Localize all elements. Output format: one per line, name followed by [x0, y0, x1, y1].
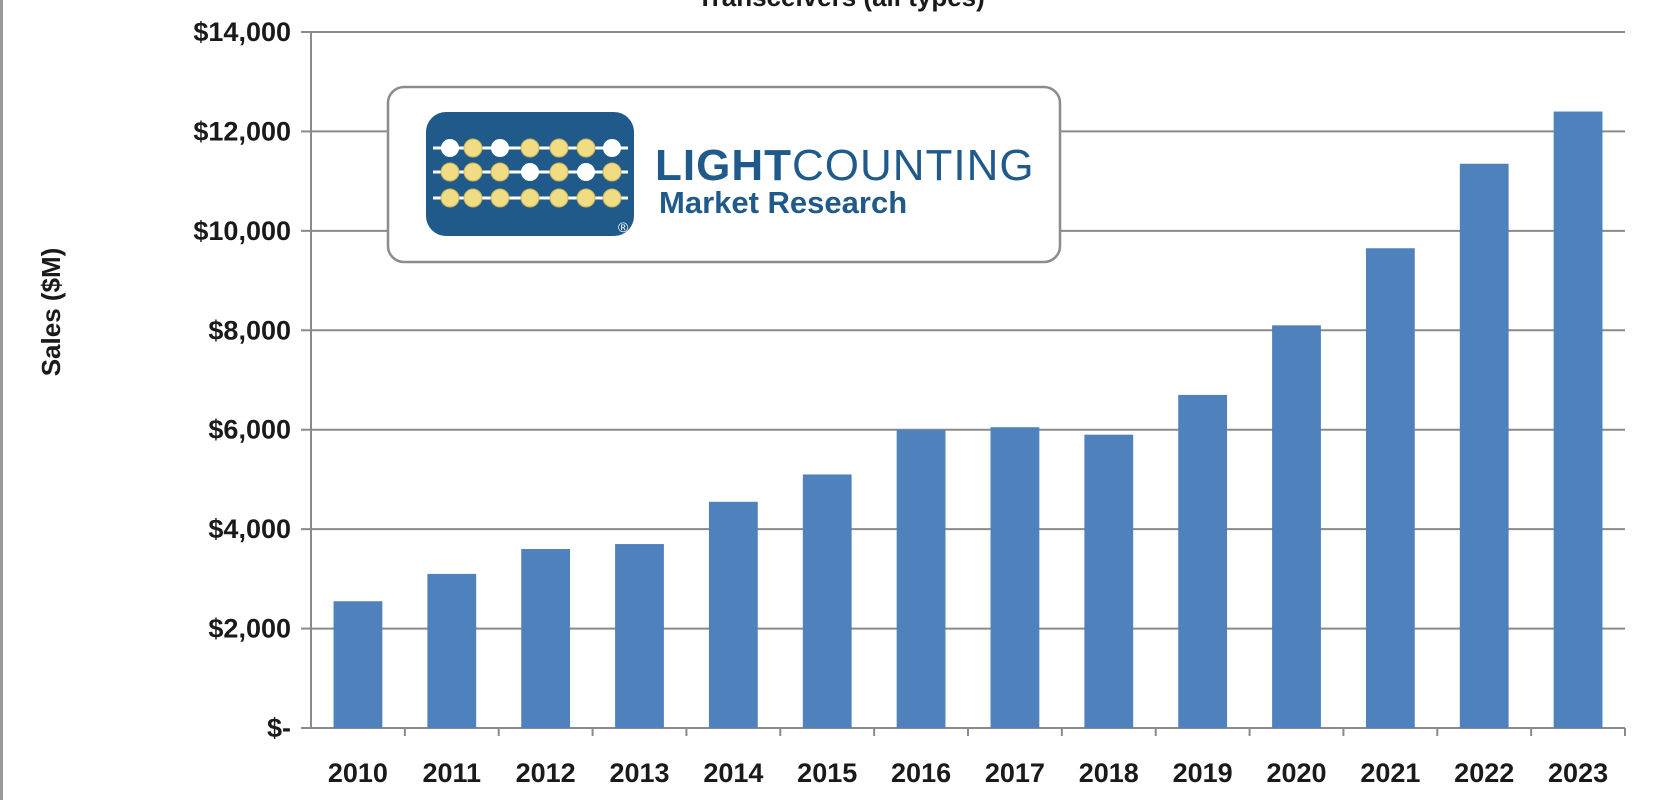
bar-2016 [896, 429, 946, 728]
y-tick-label: $6,000 [208, 415, 291, 445]
bar-2013 [615, 544, 664, 728]
abacus-bead [490, 188, 510, 208]
logo-wordmark-regular: COUNTING [792, 141, 1035, 190]
abacus-bead [440, 188, 460, 208]
abacus-bead [520, 188, 540, 208]
logo-wordmark-bold: LIGHT [655, 141, 792, 190]
abacus-bead [602, 162, 622, 182]
abacus-beads [440, 138, 622, 208]
abacus-bead [491, 139, 509, 157]
bar-2017 [990, 427, 1040, 728]
abacus-bead [549, 162, 569, 182]
bar-2010 [333, 601, 383, 728]
abacus-bead [520, 138, 540, 158]
chart-title: Transceivers (all types) [697, 0, 985, 12]
y-tick-label: $- [267, 713, 291, 743]
bar-chart: Transceivers (all types) Sales ($M) $- $2… [36, 0, 1626, 788]
bar-2011 [427, 573, 477, 728]
abacus-bead [521, 163, 539, 181]
x-tick-label: 2019 [1173, 758, 1233, 788]
x-tick-label: 2022 [1454, 758, 1514, 788]
y-axis-label: Sales ($M) [36, 248, 66, 377]
abacus-bead [603, 139, 621, 157]
x-tick-label: 2014 [703, 758, 763, 788]
x-tick-label: 2016 [891, 758, 951, 788]
abacus-bead [549, 138, 569, 158]
bar-2014 [708, 501, 758, 728]
x-tick-label: 2021 [1360, 758, 1420, 788]
x-tick-label: 2015 [797, 758, 857, 788]
y-tick-label: $10,000 [193, 216, 291, 246]
logo-wordmark: LIGHTCOUNTING [655, 141, 1035, 190]
bar-2022 [1459, 163, 1509, 728]
abacus-bead [576, 188, 596, 208]
abacus-bead [490, 162, 510, 182]
abacus-bead [440, 162, 460, 182]
bar-2021 [1365, 248, 1415, 728]
y-tick-labels: $- $2,000 $4,000 $6,000 $8,000 $10,000 $12,000… [193, 17, 291, 743]
bar-2019 [1178, 394, 1228, 728]
abacus-bead [602, 188, 622, 208]
abacus-bead [463, 162, 483, 182]
abacus-bead [576, 138, 596, 158]
x-tick-label: 2012 [516, 758, 576, 788]
bars [333, 111, 1603, 729]
x-tick-label: 2013 [609, 758, 669, 788]
x-tick-label: 2023 [1548, 758, 1608, 788]
y-tick-label: $14,000 [193, 17, 291, 47]
logo-subtitle: Market Research [659, 185, 907, 220]
bar-2023 [1553, 111, 1603, 729]
y-tick-label: $4,000 [208, 514, 291, 544]
x-tick-label: 2018 [1079, 758, 1139, 788]
abacus-bead [463, 188, 483, 208]
abacus-bead [463, 138, 483, 158]
x-tick-label: 2011 [422, 758, 481, 788]
bar-2012 [521, 549, 571, 728]
y-tick-label: $12,000 [193, 116, 291, 146]
abacus-bead [549, 188, 569, 208]
abacus-bead [441, 139, 459, 157]
x-tick-label: 2010 [328, 758, 388, 788]
abacus-bead [577, 163, 595, 181]
x-tick-label: 2017 [985, 758, 1045, 788]
y-tick-label: $8,000 [208, 315, 291, 345]
registered-mark: ® [618, 219, 629, 235]
bar-2015 [802, 474, 852, 728]
x-tick-labels: 2010 2011 2012 2013 2014 2015 2016 2017 2018 2019… [328, 758, 1608, 788]
bar-2018 [1084, 434, 1134, 728]
x-tick-label: 2020 [1266, 758, 1326, 788]
y-tick-label: $2,000 [208, 614, 291, 644]
lightcounting-logo: ® LIGHTCOUNTING Market Research [386, 85, 1062, 264]
bar-2020 [1272, 325, 1321, 728]
